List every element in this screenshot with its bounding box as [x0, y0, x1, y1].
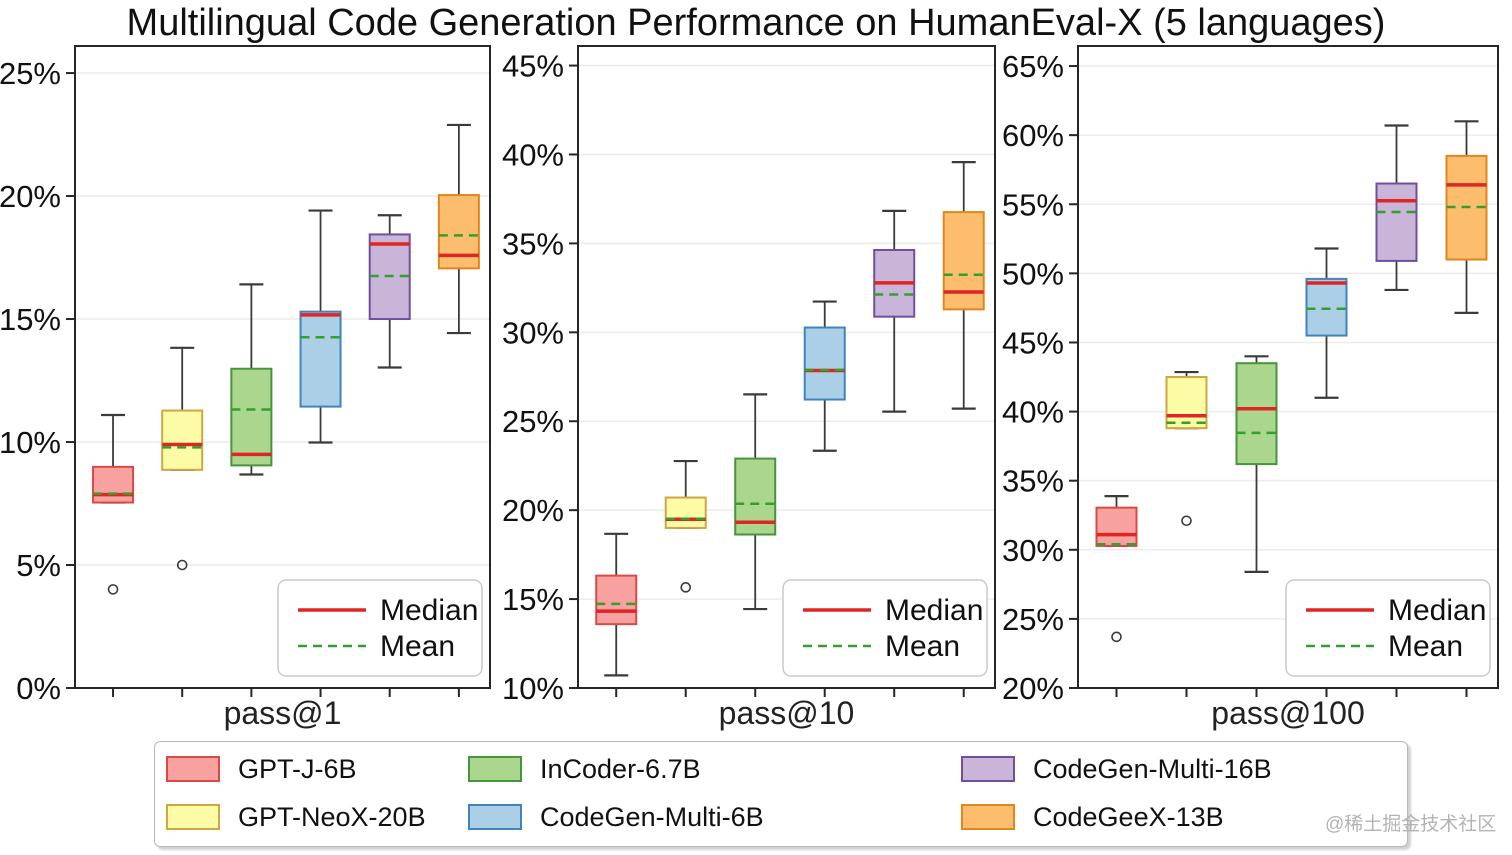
box-InCoder-6.7B [1235, 355, 1278, 574]
outlier-point [1111, 631, 1122, 643]
outlier-point [176, 559, 188, 571]
outlier-point [680, 582, 692, 593]
y-tick-label: 65% [1002, 49, 1064, 84]
plot-frame [74, 45, 491, 689]
legend-frame [1285, 579, 1491, 677]
box-body [437, 194, 480, 270]
y-tick-label: 15% [502, 582, 564, 617]
y-tick-label: 15% [0, 302, 61, 337]
mean-label: Mean [380, 630, 455, 663]
box-CodeGen-Multi-6B [803, 300, 846, 452]
y-tick-label: 5% [16, 548, 61, 583]
median-label: Median [885, 594, 983, 627]
box-CodeGen-Multi-16B [1375, 124, 1418, 292]
legend-label-GPT-J-6B: GPT-J-6B [238, 754, 357, 784]
legend-swatch-InCoder-6.7B [468, 756, 522, 782]
legend-frame [782, 579, 988, 677]
box-CodeGeeX-13B [437, 123, 480, 335]
chart-title: Multilingual Code Generation Performance… [126, 2, 1386, 44]
box-InCoder-6.7B [230, 283, 273, 476]
mean-label: Mean [885, 630, 960, 663]
box-body [942, 211, 985, 311]
y-tick-label: 25% [1002, 602, 1064, 637]
legend-label-CodeGeeX-13B: CodeGeeX-13B [1033, 802, 1224, 832]
y-tick-label: 10% [502, 671, 564, 706]
y-tick-label: 40% [502, 137, 564, 172]
box-CodeGen-Multi-16B [368, 214, 411, 369]
box-GPT-NeoX-20B [161, 346, 204, 571]
y-tick-label: 50% [1002, 256, 1064, 291]
box-InCoder-6.7B [734, 393, 777, 611]
plot-frame [577, 45, 996, 689]
mean-label: Mean [1388, 630, 1463, 663]
y-tick-label: 30% [1002, 533, 1064, 568]
median-label: Median [1388, 594, 1486, 627]
y-tick-label: 20% [502, 493, 564, 528]
outlier-point [107, 584, 119, 595]
boxplot-canvas: MedianMean0%5%10%15%20%25%MedianMean10%1… [0, 45, 1499, 706]
y-tick-label: 60% [1002, 118, 1064, 153]
y-tick-label: 20% [0, 179, 61, 214]
y-tick-label: 40% [1002, 395, 1064, 430]
box-GPT-NeoX-20B [1165, 370, 1208, 527]
box-GPT-NeoX-20B [664, 459, 707, 593]
box-GPT-J-6B [1095, 495, 1138, 643]
y-tick-label: 10% [0, 425, 61, 460]
box-CodeGen-Multi-6B [299, 209, 342, 444]
legend-label-CodeGen-Multi-6B: CodeGen-Multi-6B [540, 802, 764, 832]
box-body [1305, 277, 1348, 337]
y-tick-label: 35% [502, 226, 564, 261]
y-tick-label: 20% [1002, 671, 1064, 706]
box-GPT-J-6B [595, 532, 638, 677]
box-body [803, 326, 846, 401]
box-body [1095, 506, 1138, 547]
box-GPT-J-6B [92, 413, 135, 595]
plot-frame [1077, 45, 1499, 689]
legend-label-GPT-NeoX-20B: GPT-NeoX-20B [238, 802, 426, 832]
box-body [161, 409, 204, 471]
legend-swatch-CodeGen-Multi-16B [961, 756, 1015, 782]
legend-label-CodeGen-Multi-16B: CodeGen-Multi-16B [1033, 754, 1272, 784]
y-tick-label: 25% [0, 56, 61, 91]
box-CodeGeeX-13B [942, 161, 985, 410]
legend-label-InCoder-6.7B: InCoder-6.7B [540, 754, 701, 784]
box-body [230, 367, 273, 467]
box-body [664, 496, 707, 529]
model-legend: GPT-J-6B GPT-NeoX-20B InCoder-6.7B CodeGen-… [154, 741, 1408, 847]
y-tick-label: 0% [16, 671, 61, 706]
box-CodeGen-Multi-16B [873, 209, 916, 413]
median-label: Median [380, 594, 478, 627]
legend-swatch-CodeGen-Multi-6B [468, 804, 522, 830]
box-body [92, 465, 135, 504]
box-body [299, 310, 342, 408]
x-axis-label-pass1: pass@1 [223, 695, 342, 731]
box-CodeGen-Multi-6B [1305, 247, 1348, 399]
box-body [1165, 376, 1208, 430]
y-tick-label: 30% [502, 315, 564, 350]
y-tick-label: 55% [1002, 187, 1064, 222]
x-axis-label-pass100: pass@100 [1211, 695, 1365, 731]
y-tick-label: 45% [1002, 325, 1064, 360]
legend-swatch-CodeGeeX-13B [961, 804, 1015, 830]
box-body [1375, 182, 1418, 262]
y-tick-label: 35% [1002, 464, 1064, 499]
y-tick-label: 45% [502, 49, 564, 84]
box-body [1235, 362, 1278, 466]
legend-frame [277, 579, 483, 677]
legend-swatch-GPT-NeoX-20B [166, 804, 220, 830]
box-CodeGeeX-13B [1445, 120, 1488, 314]
legend-swatch-GPT-J-6B [166, 756, 220, 782]
box-body [595, 574, 638, 626]
x-axis-label-pass10: pass@10 [718, 695, 855, 731]
outlier-point [1181, 515, 1192, 527]
watermark: @稀土掘金技术社区 [1325, 814, 1497, 835]
y-tick-label: 25% [502, 404, 564, 439]
